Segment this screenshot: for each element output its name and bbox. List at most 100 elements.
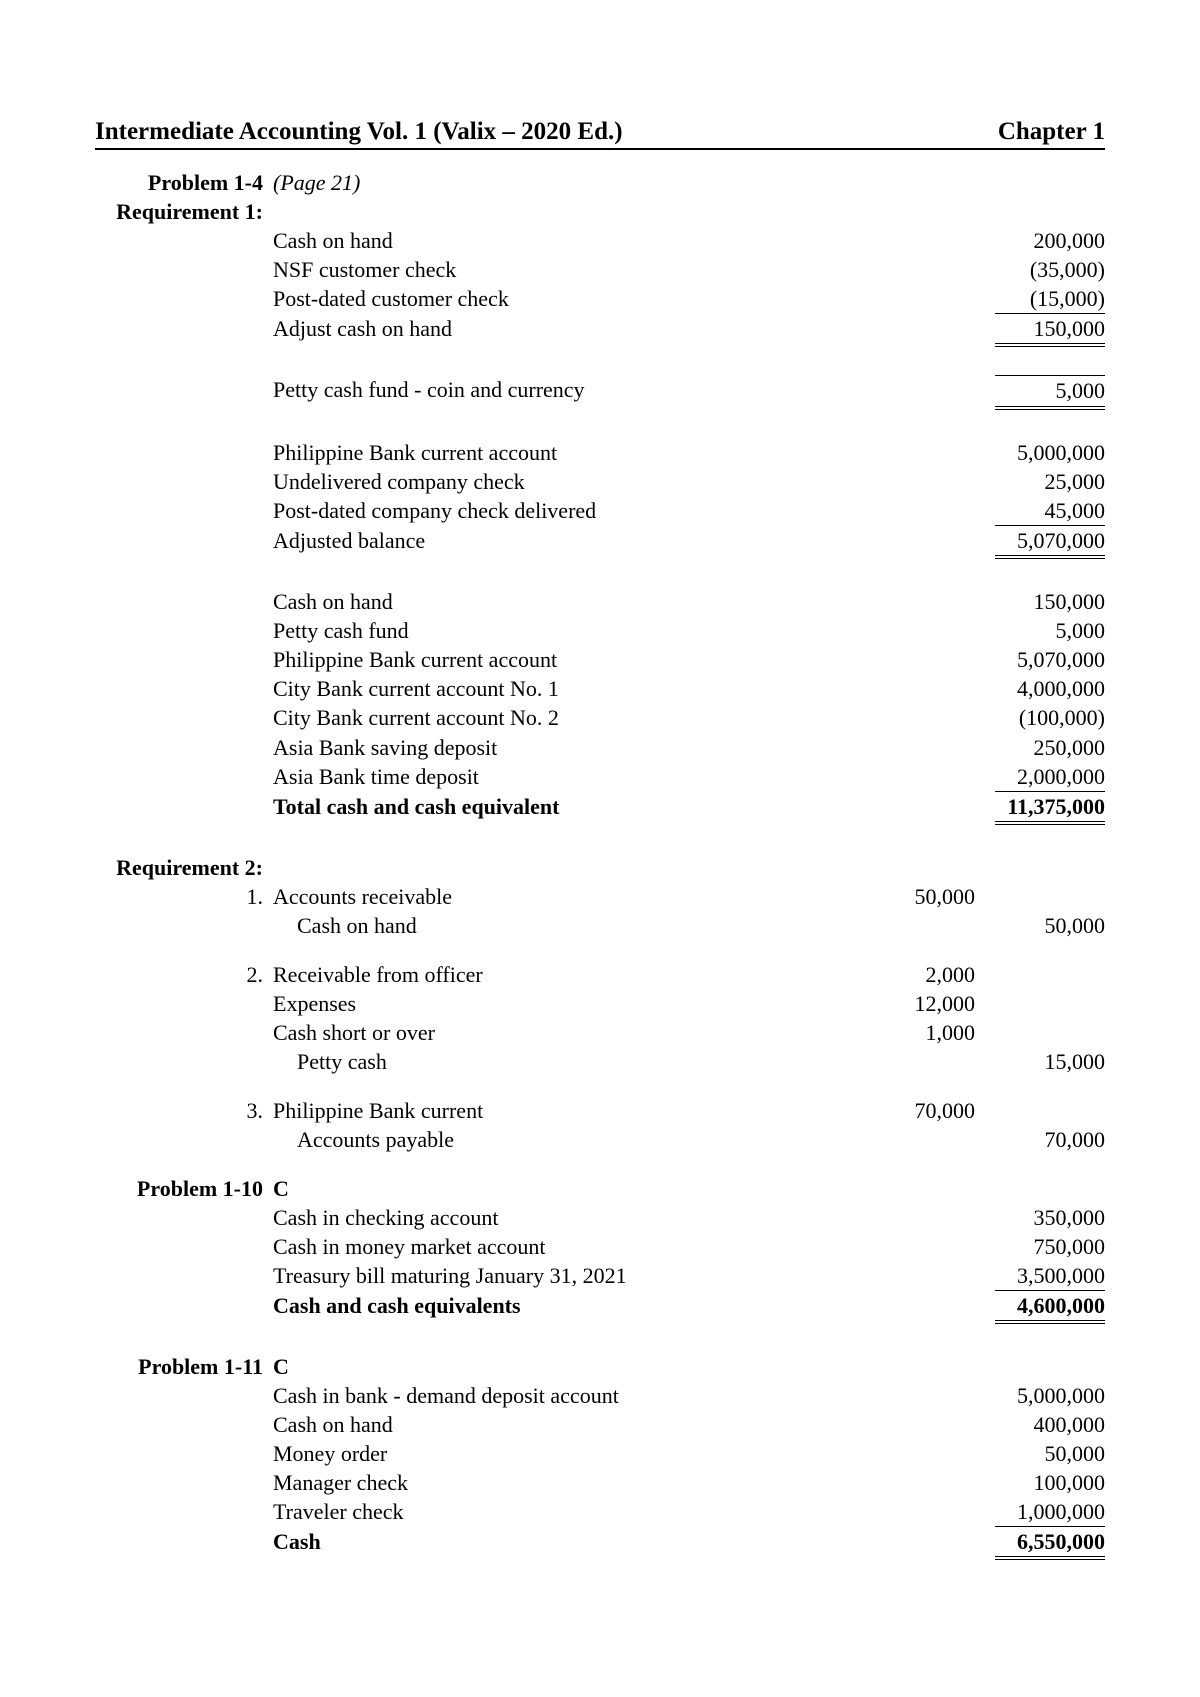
content: Problem 1-4 (Page 21) Requirement 1: Cas… <box>95 168 1105 1560</box>
line-amount: 4,000,000 <box>975 674 1105 703</box>
table-row: Post-dated company check delivered45,000 <box>95 496 1105 526</box>
line-amount: 5,000 <box>975 616 1105 645</box>
line-amount: 150,000 <box>975 587 1105 616</box>
table-row: Undelivered company check25,000 <box>95 467 1105 496</box>
line-description: Adjust cash on hand <box>273 314 975 343</box>
problem-1-4-header: Problem 1-4 (Page 21) <box>95 168 1105 197</box>
credit-amount: 15,000 <box>975 1047 1105 1076</box>
line-description: Cash and cash equivalents <box>273 1291 975 1320</box>
table-row: NSF customer check(35,000) <box>95 255 1105 284</box>
table-row: Manager check100,000 <box>95 1468 1105 1497</box>
journal-entry-line: Expenses12,000 <box>95 989 1105 1018</box>
header-chapter: Chapter 1 <box>998 118 1105 146</box>
table-row: Cash on hand400,000 <box>95 1410 1105 1439</box>
line-amount: 100,000 <box>975 1468 1105 1497</box>
line-description: Philippine Bank current account <box>273 645 975 674</box>
line-description: Manager check <box>273 1468 975 1497</box>
table-row: Cash and cash equivalents4,600,000 <box>95 1291 1105 1324</box>
header-title: Intermediate Accounting Vol. 1 (Valix – … <box>95 118 623 146</box>
line-description: Asia Bank time deposit <box>273 762 975 791</box>
line-amount: 200,000 <box>975 226 1105 255</box>
line-amount: 150,000 <box>975 314 1105 347</box>
problem-1-11-header: Problem 1-11 C <box>95 1352 1105 1381</box>
table-row: Total cash and cash equivalent11,375,000 <box>95 792 1105 825</box>
requirement-1-label-row: Requirement 1: <box>95 197 1105 226</box>
problem-1-10-header: Problem 1-10 C <box>95 1174 1105 1203</box>
line-description: Petty cash fund <box>273 616 975 645</box>
account-name: Expenses <box>273 989 845 1018</box>
table-row: Asia Bank time deposit2,000,000 <box>95 762 1105 792</box>
line-description: City Bank current account No. 1 <box>273 674 975 703</box>
line-description: Philippine Bank current account <box>273 438 975 467</box>
line-description: Cash <box>273 1527 975 1556</box>
account-name: Accounts payable <box>273 1125 845 1154</box>
line-description: Asia Bank saving deposit <box>273 733 975 762</box>
line-amount: 6,550,000 <box>975 1527 1105 1560</box>
line-description: Money order <box>273 1439 975 1468</box>
table-row: Cash on hand200,000 <box>95 226 1105 255</box>
account-name: Receivable from officer <box>273 960 845 989</box>
line-amount: (35,000) <box>975 255 1105 284</box>
line-amount: 25,000 <box>975 467 1105 496</box>
table-row: Philippine Bank current account5,070,000 <box>95 645 1105 674</box>
page: Intermediate Accounting Vol. 1 (Valix – … <box>0 0 1200 1560</box>
req1-block2: Petty cash fund - coin and currency5,000 <box>95 375 1105 410</box>
table-row: Petty cash fund5,000 <box>95 616 1105 645</box>
line-description: Traveler check <box>273 1497 975 1526</box>
entry-number: 1. <box>95 882 273 911</box>
line-amount: 5,000 <box>975 375 1105 410</box>
requirement-label: Requirement 1: <box>95 197 273 226</box>
table-row: Cash in checking account350,000 <box>95 1203 1105 1232</box>
table-row: Cash6,550,000 <box>95 1527 1105 1560</box>
problem-1-11-rows: Cash in bank - demand deposit account5,0… <box>95 1381 1105 1560</box>
account-name: Accounts receivable <box>273 882 845 911</box>
line-description: Total cash and cash equivalent <box>273 792 975 821</box>
table-row: Adjust cash on hand150,000 <box>95 314 1105 347</box>
problem-label: Problem 1-4 <box>95 168 273 197</box>
requirement-2-label: Requirement 2: <box>95 853 273 882</box>
journal-entry-2: 2.Receivable from officer2,000Expenses12… <box>95 960 1105 1076</box>
table-row: City Bank current account No. 14,000,000 <box>95 674 1105 703</box>
line-description: Post-dated company check delivered <box>273 496 975 525</box>
journal-entry-line: 2.Receivable from officer2,000 <box>95 960 1105 989</box>
line-description: Cash in bank - demand deposit account <box>273 1381 975 1410</box>
table-row: Traveler check1,000,000 <box>95 1497 1105 1527</box>
line-description: City Bank current account No. 2 <box>273 703 975 732</box>
journal-entry-1: 1.Accounts receivable50,000Cash on hand5… <box>95 882 1105 940</box>
journal-entry-line: 3.Philippine Bank current70,000 <box>95 1096 1105 1125</box>
table-row: Adjusted balance5,070,000 <box>95 526 1105 559</box>
line-description: Adjusted balance <box>273 526 975 555</box>
line-description: Cash in money market account <box>273 1232 975 1261</box>
account-name: Cash short or over <box>273 1018 845 1047</box>
journal-entry-line: Cash short or over1,000 <box>95 1018 1105 1047</box>
line-description: NSF customer check <box>273 255 975 284</box>
line-description: Cash in checking account <box>273 1203 975 1232</box>
line-amount: (100,000) <box>975 703 1105 732</box>
problem-1-10-rows: Cash in checking account350,000Cash in m… <box>95 1203 1105 1324</box>
debit-amount: 50,000 <box>845 882 975 911</box>
table-row: Money order50,000 <box>95 1439 1105 1468</box>
line-amount: 5,000,000 <box>975 1381 1105 1410</box>
line-amount: 45,000 <box>975 496 1105 526</box>
table-row: Asia Bank saving deposit250,000 <box>95 733 1105 762</box>
page-note: (Page 21) <box>273 168 1105 197</box>
line-amount: 5,070,000 <box>975 526 1105 559</box>
table-row: Treasury bill maturing January 31, 20213… <box>95 1261 1105 1291</box>
line-amount: 11,375,000 <box>975 792 1105 825</box>
journal-entry-line: Cash on hand50,000 <box>95 911 1105 940</box>
req1-block3: Philippine Bank current account5,000,000… <box>95 438 1105 559</box>
problem-label: Problem 1-10 <box>95 1174 273 1203</box>
requirement-2-label-row: Requirement 2: <box>95 853 1105 882</box>
line-amount: (15,000) <box>975 284 1105 314</box>
debit-amount: 2,000 <box>845 960 975 989</box>
line-amount: 4,600,000 <box>975 1291 1105 1324</box>
line-amount: 2,000,000 <box>975 762 1105 792</box>
table-row: Petty cash fund - coin and currency5,000 <box>95 375 1105 410</box>
journal-entry-line: Petty cash15,000 <box>95 1047 1105 1076</box>
table-row: Philippine Bank current account5,000,000 <box>95 438 1105 467</box>
credit-amount: 70,000 <box>975 1125 1105 1154</box>
line-amount: 1,000,000 <box>975 1497 1105 1527</box>
line-amount: 3,500,000 <box>975 1261 1105 1291</box>
journal-entry-line: Accounts payable 70,000 <box>95 1125 1105 1154</box>
line-amount: 5,000,000 <box>975 438 1105 467</box>
